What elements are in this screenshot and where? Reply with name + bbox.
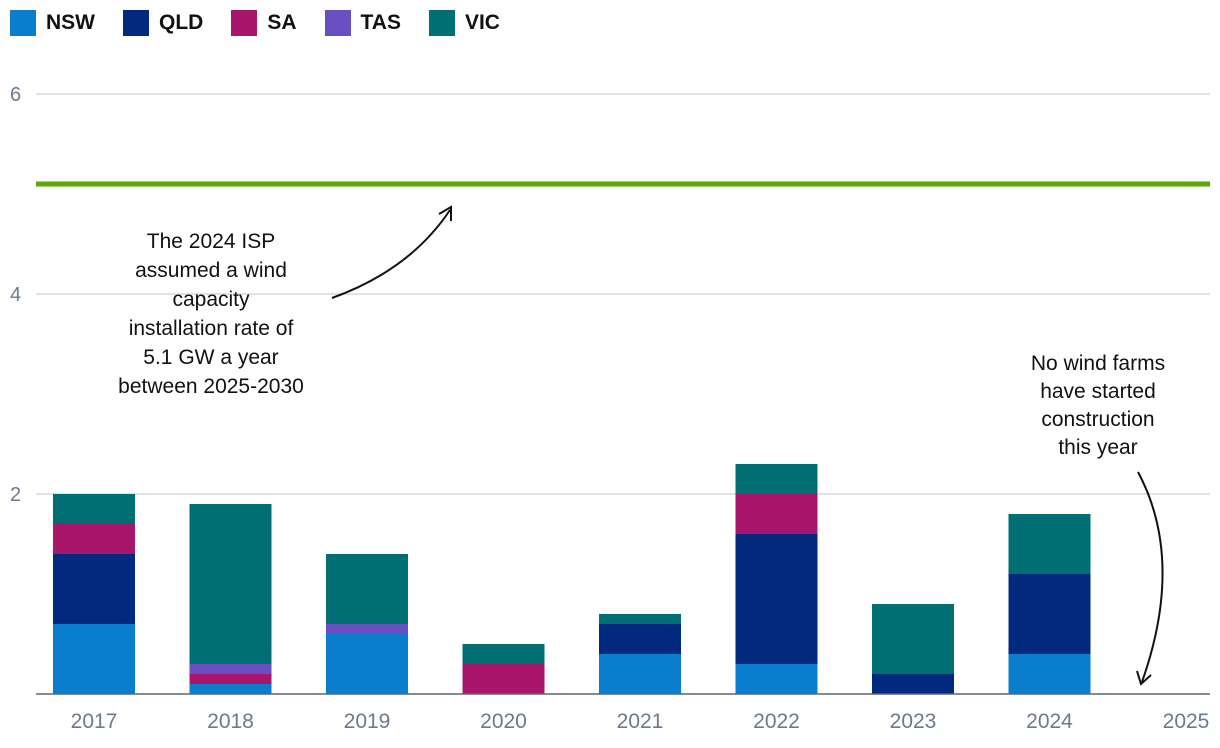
legend-item-tas: TAS — [324, 10, 401, 36]
legend-label-nsw: NSW — [46, 11, 95, 34]
bar-vic-2019 — [326, 554, 408, 624]
bar-tas-2018 — [189, 664, 272, 674]
annotation-isp-line-6: between 2025-2030 — [118, 375, 304, 398]
bar-nsw-2022 — [735, 664, 818, 694]
bar-tas-2019 — [326, 624, 408, 634]
legend-swatch-sa — [231, 10, 258, 36]
annotation-isp-line-3: capacity — [172, 288, 250, 311]
bar-qld-2023 — [872, 674, 954, 694]
bar-sa-2022 — [735, 494, 818, 534]
x-tick-label-2025: 2025 — [1163, 710, 1210, 733]
bar-qld-2017 — [53, 554, 135, 624]
annotation-isp-line-1: The 2024 ISP — [147, 230, 275, 253]
bar-qld-2022 — [735, 534, 818, 664]
annotation-2025-line-4: this year — [1058, 436, 1137, 459]
annotations: The 2024 ISP assumed a wind capacity instal… — [118, 205, 1165, 686]
annotation-isp-line-5: 5.1 GW a year — [143, 346, 278, 369]
x-tick-label-2018: 2018 — [207, 710, 254, 733]
legend-swatch-vic — [428, 10, 455, 36]
x-axis: 2017 2018 2019 2020 2021 2022 2023 2024 2025 — [71, 710, 1210, 733]
annotation-2025-line-2: have started — [1040, 380, 1156, 403]
grid: 2 4 6 — [10, 84, 1210, 506]
x-tick-label-2024: 2024 — [1026, 710, 1073, 733]
y-tick-label-4: 4 — [10, 284, 21, 306]
bar-vic-2022 — [735, 464, 818, 494]
y-tick-label-6: 6 — [10, 84, 21, 106]
annotation-isp-line-2: assumed a wind — [135, 259, 287, 282]
y-tick-label-2: 2 — [10, 484, 21, 506]
bar-sa-2020 — [462, 664, 545, 694]
legend-label-vic: VIC — [464, 11, 500, 34]
legend-swatch-tas — [324, 10, 351, 36]
annotation-isp: The 2024 ISP assumed a wind capacity instal… — [118, 230, 304, 398]
bar-vic-2021 — [599, 614, 681, 624]
bar-qld-2024 — [1008, 574, 1091, 654]
bar-vic-2020 — [462, 644, 545, 664]
bar-qld-2021 — [599, 624, 681, 654]
bar-nsw-2018 — [189, 684, 272, 694]
annotation-arrowhead-2025 — [1136, 670, 1152, 686]
annotation-arrow-isp — [331, 209, 451, 299]
legend-item-qld: QLD — [123, 10, 203, 36]
legend-item-nsw: NSW — [10, 10, 95, 36]
x-tick-label-2020: 2020 — [480, 710, 527, 733]
bar-vic-2024 — [1008, 514, 1091, 574]
bar-sa-2017 — [53, 524, 135, 554]
bar-nsw-2021 — [599, 654, 681, 694]
bar-sa-2018 — [189, 674, 272, 684]
annotation-2025: No wind farms have started construction thi… — [1031, 352, 1165, 459]
legend-item-vic: VIC — [428, 10, 500, 36]
annotation-2025-line-3: construction — [1041, 408, 1154, 431]
annotation-arrow-2025 — [1137, 471, 1164, 683]
bar-vic-2017 — [53, 494, 135, 524]
bar-vic-2023 — [872, 604, 954, 674]
bars — [36, 464, 1210, 695]
legend-item-sa: SA — [231, 10, 297, 36]
bar-vic-2018 — [189, 504, 272, 664]
legend: NSW QLD SA TAS VIC — [10, 10, 528, 36]
legend-label-tas: TAS — [360, 11, 401, 34]
legend-swatch-qld — [123, 10, 149, 36]
legend-label-sa: SA — [267, 11, 297, 34]
bar-nsw-2019 — [326, 634, 408, 694]
x-tick-label-2019: 2019 — [344, 710, 391, 733]
bar-nsw-2024 — [1008, 654, 1091, 694]
x-tick-label-2022: 2022 — [753, 710, 800, 733]
legend-swatch-nsw — [10, 10, 36, 36]
annotation-isp-line-4: installation rate of — [129, 317, 294, 340]
x-tick-label-2021: 2021 — [617, 710, 664, 733]
x-tick-label-2017: 2017 — [71, 710, 118, 733]
x-tick-label-2023: 2023 — [890, 710, 937, 733]
bar-nsw-2017 — [53, 624, 135, 694]
annotation-2025-line-1: No wind farms — [1031, 352, 1165, 375]
legend-label-qld: QLD — [159, 11, 204, 34]
annotation-arrowhead-isp — [438, 205, 452, 221]
